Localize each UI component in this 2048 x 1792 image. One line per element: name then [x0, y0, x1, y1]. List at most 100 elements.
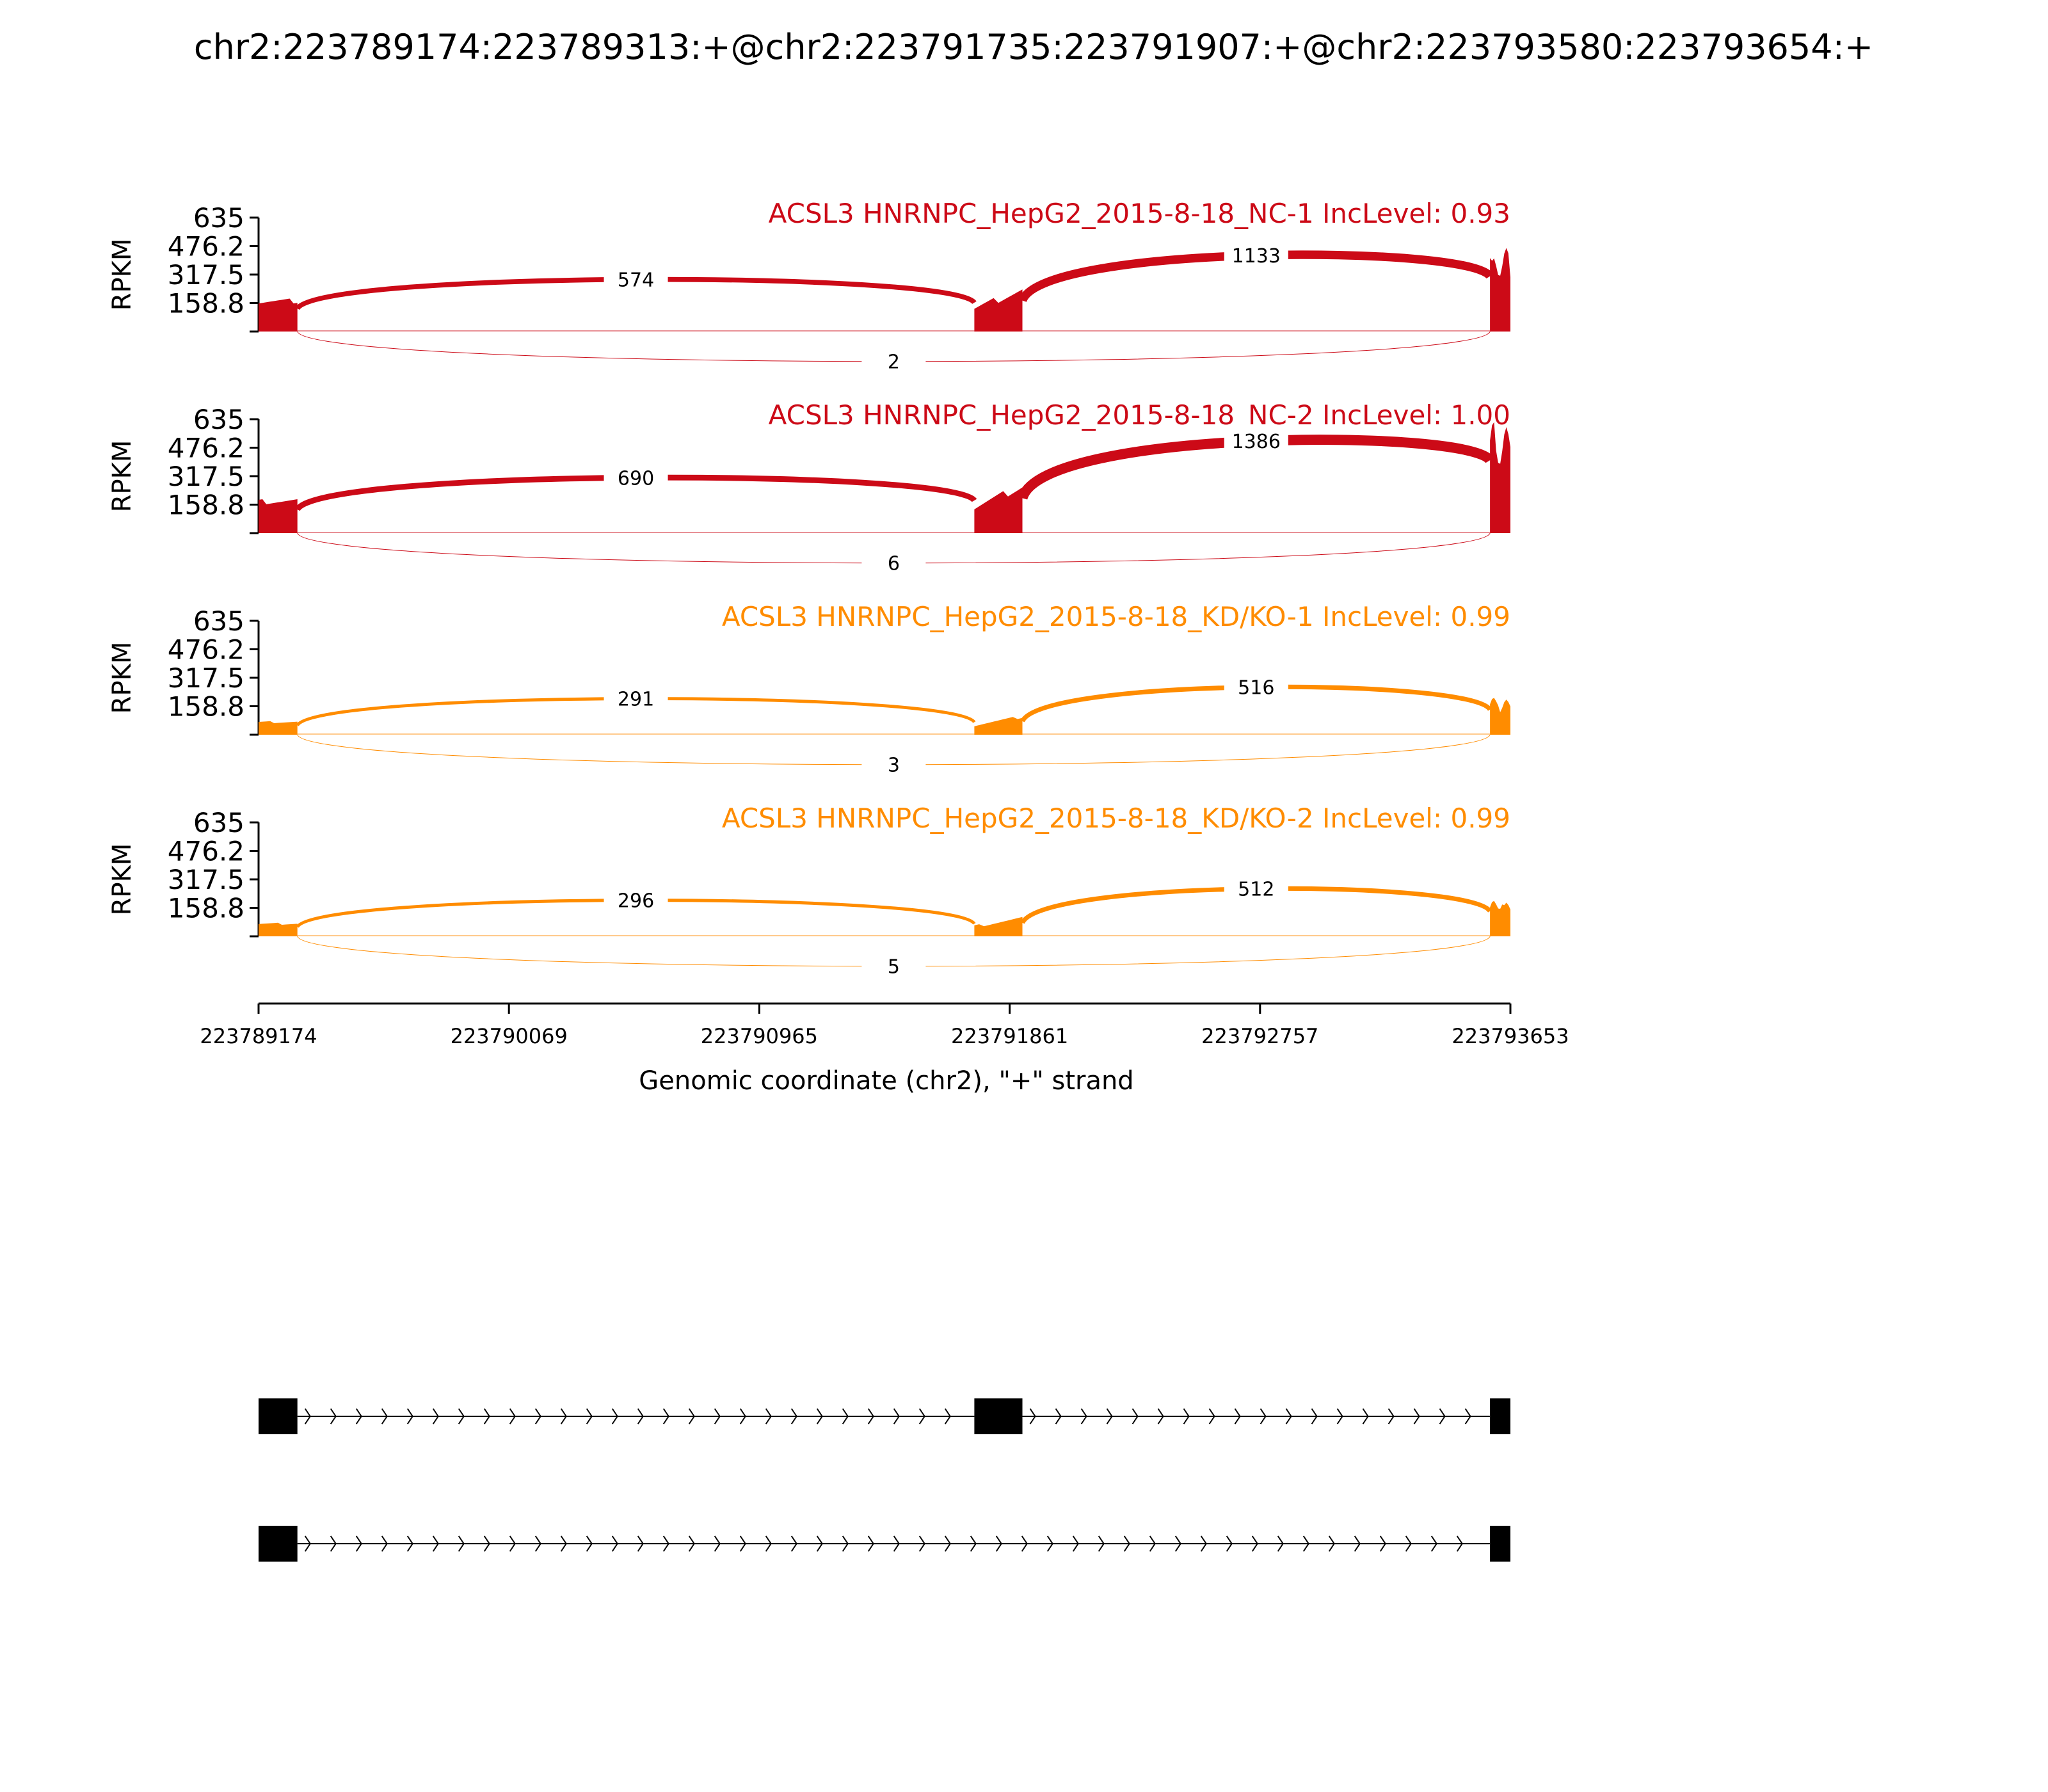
strand-arrow [1388, 1408, 1395, 1425]
junction-label-bg [604, 685, 668, 712]
strand-arrow [1234, 1408, 1241, 1425]
junction-count: 574 [618, 269, 654, 292]
strand-arrow [1029, 1408, 1036, 1425]
strand-arrow [1106, 1408, 1113, 1425]
junction-count: 291 [618, 689, 654, 711]
strand-arrow [509, 1408, 516, 1425]
junction-count: 1133 [1232, 245, 1281, 268]
exon-block [1490, 1398, 1510, 1434]
strand-arrow [381, 1408, 388, 1425]
strand-arrow [1021, 1535, 1028, 1552]
junction-label-bg [1224, 674, 1288, 700]
exon-block [259, 1526, 298, 1562]
coverage-exon2 [974, 916, 1023, 936]
strand-arrow [1362, 1408, 1369, 1425]
strand-arrow [586, 1408, 593, 1425]
strand-arrow [1311, 1408, 1318, 1425]
strand-arrow [893, 1535, 900, 1552]
strand-arrow [483, 1408, 490, 1425]
strand-arrow [586, 1535, 593, 1552]
strand-arrow [944, 1535, 951, 1552]
strand-arrow [1208, 1408, 1215, 1425]
x-tick-label: 223790069 [451, 1024, 568, 1048]
coverage-exon1 [259, 499, 298, 533]
strand-arrow [458, 1408, 465, 1425]
strand-arrow [1260, 1408, 1267, 1425]
junction-label-bg [1224, 876, 1288, 902]
y-axis-label: RPKM [108, 440, 137, 513]
strand-arrow [944, 1408, 951, 1425]
strand-arrow [918, 1408, 925, 1425]
isoform-layer [259, 1398, 1510, 1562]
strand-arrow [637, 1408, 644, 1425]
junction-count: 512 [1238, 879, 1274, 901]
y-tick-label: 476.2 [168, 836, 244, 867]
y-axis-label: RPKM [108, 844, 137, 916]
junction-count: 296 [618, 890, 654, 913]
x-axis: 223789174 223790069 223790965 223791861 2237… [200, 1002, 1569, 1048]
y-tick-label: 317.5 [168, 864, 244, 895]
strand-arrow [560, 1535, 567, 1552]
junction-count: 516 [1238, 677, 1274, 700]
junction-label-bg [604, 266, 668, 292]
strand-arrow [611, 1408, 618, 1425]
strand-arrow [1226, 1535, 1233, 1552]
y-tick-label: 158.8 [168, 287, 244, 319]
strand-arrow [1200, 1535, 1207, 1552]
figure-title: chr2:223789174:223789313:+@chr2:22379173… [194, 27, 1873, 67]
track-label: ACSL3 HNRNPC_HepG2_2015-8-18_NC-1 IncLev… [769, 198, 1510, 229]
x-tick-label: 223791861 [951, 1024, 1068, 1048]
strand-arrow [1413, 1408, 1420, 1425]
strand-arrow [688, 1535, 695, 1552]
y-tick-label: 476.2 [168, 433, 244, 464]
strand-arrow [790, 1408, 797, 1425]
junction-label-bg [604, 887, 668, 913]
y-tick-label: 635 [193, 605, 244, 637]
strand-arrow [560, 1408, 567, 1425]
strand-arrow [381, 1535, 388, 1552]
y-tick-label: 635 [193, 202, 244, 234]
strand-arrow [1302, 1535, 1309, 1552]
strand-arrow [1430, 1535, 1437, 1552]
strand-arrow [1157, 1408, 1164, 1425]
strand-arrow [330, 1408, 337, 1425]
strand-arrow [714, 1535, 721, 1552]
strand-arrow [1464, 1408, 1471, 1425]
strand-arrow [1149, 1535, 1156, 1552]
strand-arrow [1251, 1535, 1258, 1552]
strand-arrow [458, 1535, 465, 1552]
y-tick-label: 635 [193, 807, 244, 838]
strand-arrow [662, 1535, 669, 1552]
strand-arrow [867, 1535, 874, 1552]
strand-arrow [1277, 1535, 1284, 1552]
coverage-exon1 [259, 922, 298, 936]
junction-count: 2 [888, 351, 900, 374]
junction-label-bg [861, 348, 926, 374]
track-label: ACSL3 HNRNPC_HepG2_2015-8-18_NC-2 IncLev… [769, 399, 1510, 431]
strand-arrow [304, 1535, 311, 1552]
x-tick-label: 223789174 [200, 1024, 317, 1048]
y-tick-label: 476.2 [168, 231, 244, 262]
strand-arrow [765, 1408, 772, 1425]
y-tick-label: 317.5 [168, 259, 244, 291]
strand-arrow [893, 1408, 900, 1425]
y-tick-label: 635 [193, 404, 244, 435]
strand-arrow [406, 1535, 413, 1552]
strand-arrow [1336, 1408, 1343, 1425]
strand-arrow [918, 1535, 925, 1552]
coverage-exon1 [259, 721, 298, 735]
strand-arrow [1132, 1408, 1139, 1425]
x-axis-label: Genomic coordinate (chr2), "+" strand [639, 1066, 1133, 1096]
strand-arrow [1046, 1535, 1053, 1552]
strand-arrow [1183, 1408, 1190, 1425]
x-tick-label: 223792757 [1201, 1024, 1318, 1048]
y-tick-label: 317.5 [168, 461, 244, 492]
junction-count: 6 [888, 553, 900, 575]
strand-arrow [330, 1535, 337, 1552]
